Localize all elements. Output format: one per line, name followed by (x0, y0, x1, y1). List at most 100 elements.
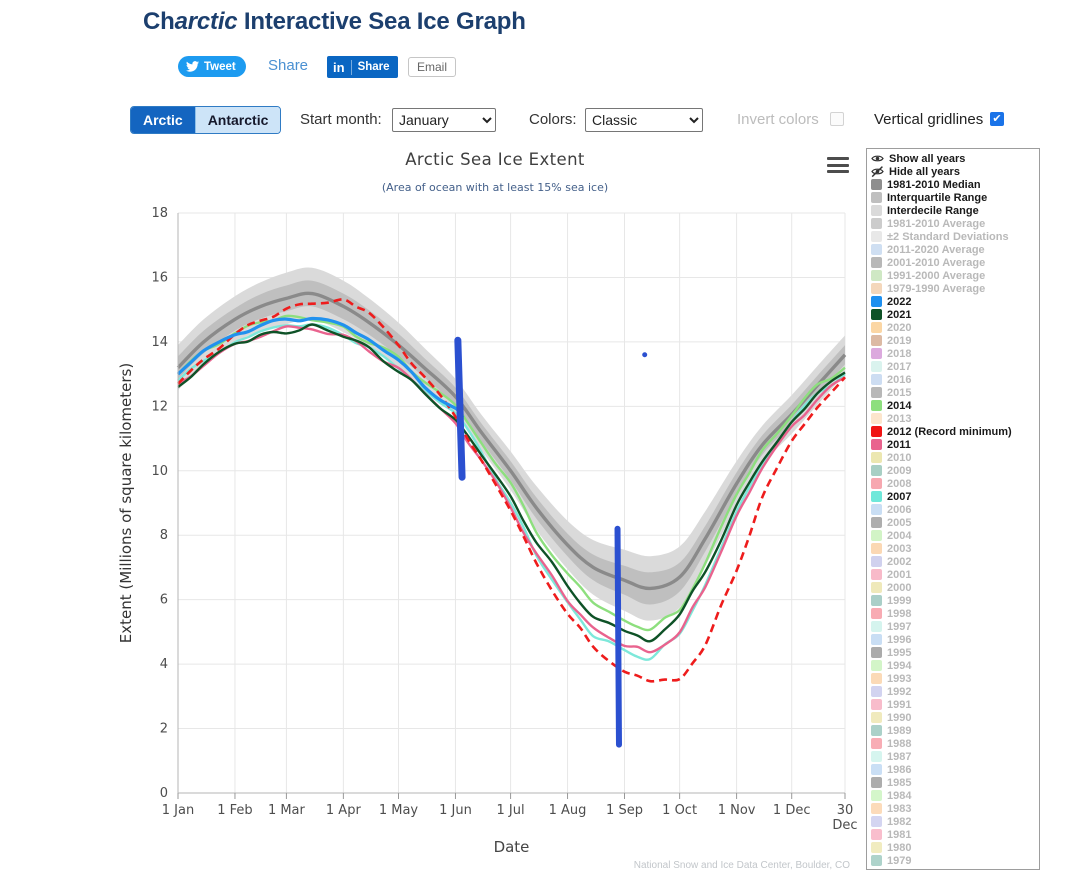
legend-item-2008[interactable]: 2008 (871, 477, 1039, 490)
legend-item-1990[interactable]: 1990 (871, 711, 1039, 724)
tab-antarctic[interactable]: Antarctic (194, 107, 281, 133)
legend-item-±2[interactable]: ±2 Standard Deviations (871, 230, 1039, 243)
legend-item-1991[interactable]: 1991 (871, 698, 1039, 711)
vertical-gridlines-checkbox[interactable]: ✔ (990, 112, 1004, 126)
legend-swatch (871, 569, 882, 580)
legend-label: 1998 (887, 607, 912, 620)
legend-item-2002[interactable]: 2002 (871, 555, 1039, 568)
legend-item-2007[interactable]: 2007 (871, 490, 1039, 503)
tweet-button[interactable]: Tweet (178, 56, 246, 77)
legend-item-interdecile[interactable]: Interdecile Range (871, 204, 1039, 217)
legend-item-1981[interactable]: 1981 (871, 828, 1039, 841)
legend-item-2016[interactable]: 2016 (871, 373, 1039, 386)
legend-item-2014[interactable]: 2014 (871, 399, 1039, 412)
legend-swatch (871, 803, 882, 814)
legend-item-2021[interactable]: 2021 (871, 308, 1039, 321)
legend-item-1981-2010[interactable]: 1981-2010 Average (871, 217, 1039, 230)
invert-colors-checkbox[interactable] (830, 112, 844, 126)
legend-label: 2003 (887, 542, 912, 555)
legend-item-interquartile[interactable]: Interquartile Range (871, 191, 1039, 204)
legend-item-2000[interactable]: 2000 (871, 581, 1039, 594)
legend-label: 2001-2010 Average (887, 256, 986, 269)
series-2011[interactable] (177, 325, 846, 654)
legend-swatch (871, 296, 882, 307)
chart-context-menu-button[interactable] (827, 156, 849, 174)
legend-item-1988[interactable]: 1988 (871, 737, 1039, 750)
legend-item-2001-2010[interactable]: 2001-2010 Average (871, 256, 1039, 269)
legend-swatch (871, 673, 882, 684)
legend-item-2015[interactable]: 2015 (871, 386, 1039, 399)
legend-item-1996[interactable]: 1996 (871, 633, 1039, 646)
legend-show-all-years[interactable]: Show all years (871, 152, 1039, 165)
start-month-label: Start month: (300, 111, 382, 128)
colors-select[interactable]: Classic (585, 108, 703, 132)
legend-item-1994[interactable]: 1994 (871, 659, 1039, 672)
legend-item-2011-2020[interactable]: 2011-2020 Average (871, 243, 1039, 256)
legend-item-2012[interactable]: 2012 (Record minimum) (871, 425, 1039, 438)
email-button[interactable]: Email (408, 57, 457, 77)
legend-item-1995[interactable]: 1995 (871, 646, 1039, 659)
vertical-gridlines-label: Vertical gridlines (874, 111, 984, 128)
legend-item-2004[interactable]: 2004 (871, 529, 1039, 542)
legend-swatch (871, 855, 882, 866)
legend-item-2009[interactable]: 2009 (871, 464, 1039, 477)
series-2022[interactable] (176, 316, 465, 419)
legend-item-1991-2000[interactable]: 1991-2000 Average (871, 269, 1039, 282)
legend-item-1999[interactable]: 1999 (871, 594, 1039, 607)
sea-ice-plot[interactable]: 1 Jan 1 Feb 1 Mar 1 Apr 1 May 1 Jun 1 Jul 1 Aug… (130, 145, 860, 876)
legend-item-1979[interactable]: 1979 (871, 854, 1039, 867)
legend-label: 1992 (887, 685, 912, 698)
legend-item-1993[interactable]: 1993 (871, 672, 1039, 685)
legend-item-1985[interactable]: 1985 (871, 776, 1039, 789)
tweet-label: Tweet (204, 60, 236, 73)
legend-swatch (871, 764, 882, 775)
legend-item-2010[interactable]: 2010 (871, 451, 1039, 464)
legend-label: 1989 (887, 724, 912, 737)
legend-item-2017[interactable]: 2017 (871, 360, 1039, 373)
legend-hide-all-years[interactable]: Hide all years (871, 165, 1039, 178)
legend-item-2006[interactable]: 2006 (871, 503, 1039, 516)
legend-swatch (871, 686, 882, 697)
series-2014[interactable] (177, 314, 846, 632)
legend-item-1998[interactable]: 1998 (871, 607, 1039, 620)
legend-item-2011[interactable]: 2011 (871, 438, 1039, 451)
legend-item-1989[interactable]: 1989 (871, 724, 1039, 737)
series-2021[interactable] (177, 323, 846, 643)
legend-swatch (871, 361, 882, 372)
legend-item-1986[interactable]: 1986 (871, 763, 1039, 776)
tab-arctic[interactable]: Arctic (131, 107, 195, 133)
legend-item-2005[interactable]: 2005 (871, 516, 1039, 529)
legend-item-1983[interactable]: 1983 (871, 802, 1039, 815)
legend-item-2020[interactable]: 2020 (871, 321, 1039, 334)
legend-item-2001[interactable]: 2001 (871, 568, 1039, 581)
legend-swatch (871, 582, 882, 593)
legend-item-2003[interactable]: 2003 (871, 542, 1039, 555)
series-2012[interactable] (177, 298, 846, 683)
legend-item-2022[interactable]: 2022 (871, 295, 1039, 308)
start-month-select[interactable]: January (392, 108, 496, 132)
legend-item-1980[interactable]: 1980 (871, 841, 1039, 854)
legend-item-1992[interactable]: 1992 (871, 685, 1039, 698)
legend-swatch (871, 283, 882, 294)
median-line[interactable] (176, 291, 847, 591)
legend-label: 2016 (887, 373, 912, 386)
hemisphere-tabs: Arctic Antarctic (130, 106, 282, 134)
legend-item-1997[interactable]: 1997 (871, 620, 1039, 633)
legend-item-1981-2010[interactable]: 1981-2010 Median (871, 178, 1039, 191)
legend-label: 1991-2000 Average (887, 269, 986, 282)
legend-swatch (871, 842, 882, 853)
legend-item-2019[interactable]: 2019 (871, 334, 1039, 347)
legend-item-1979-1990[interactable]: 1979-1990 Average (871, 282, 1039, 295)
legend-label: 2015 (887, 386, 912, 399)
linkedin-share-button[interactable]: in Share (327, 56, 398, 78)
legend-item-1984[interactable]: 1984 (871, 789, 1039, 802)
legend-item-1987[interactable]: 1987 (871, 750, 1039, 763)
share-link[interactable]: Share (268, 57, 309, 74)
svg-text:10: 10 (151, 464, 168, 479)
legend-item-1982[interactable]: 1982 (871, 815, 1039, 828)
legend-item-2018[interactable]: 2018 (871, 347, 1039, 360)
legend-label: 1981 (887, 828, 912, 841)
svg-text:1 Jan: 1 Jan (162, 803, 194, 818)
legend-item-2013[interactable]: 2013 (871, 412, 1039, 425)
